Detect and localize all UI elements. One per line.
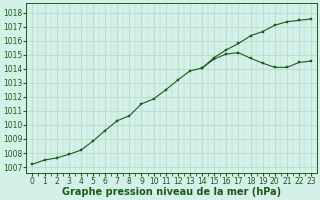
X-axis label: Graphe pression niveau de la mer (hPa): Graphe pression niveau de la mer (hPa) [62, 187, 281, 197]
